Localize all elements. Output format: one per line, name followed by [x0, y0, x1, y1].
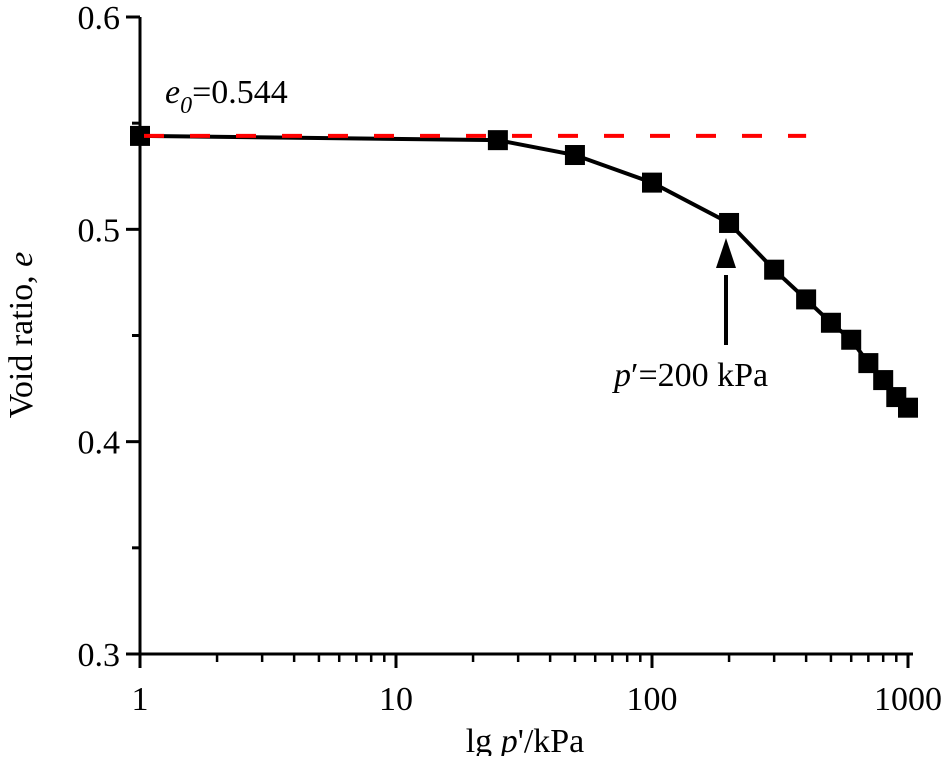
data-point-marker	[642, 172, 662, 193]
data-point-marker	[796, 289, 817, 310]
x-tick-label: 1	[132, 681, 149, 718]
pressure-arrow	[716, 238, 736, 345]
data-point-marker	[820, 312, 841, 333]
axes: 0.3 0.4 0.5 0.6 1 10 100 1000	[78, 0, 943, 718]
e0-annotation: e0=0.544	[165, 74, 288, 119]
x-axis-label: lg p'/kPa	[466, 723, 585, 756]
data-point-marker	[858, 353, 879, 374]
data-point-marker	[764, 259, 785, 280]
data-point-marker	[130, 125, 150, 146]
pressure-annotation: p′=200 kPa	[612, 357, 768, 394]
data-point-marker	[719, 212, 740, 233]
annotations: e0=0.544 p′=200 kPa	[165, 74, 768, 394]
y-tick-label: 0.5	[78, 212, 121, 249]
data-series	[130, 125, 918, 418]
data-point-marker	[841, 329, 862, 350]
data-point-marker	[898, 397, 918, 418]
x-tick-label: 100	[627, 681, 678, 718]
x-tick-label: 1000	[874, 681, 942, 718]
x-tick-label: 10	[379, 681, 413, 718]
data-point-marker	[564, 145, 585, 166]
y-tick-label: 0.6	[78, 0, 121, 37]
data-point-marker	[487, 130, 508, 151]
series-line	[139, 133, 910, 410]
y-tick-label: 0.3	[78, 637, 121, 674]
data-point-marker	[873, 370, 894, 391]
y-tick-label: 0.4	[78, 425, 121, 462]
y-axis-label: Void ratio, e	[3, 252, 40, 419]
